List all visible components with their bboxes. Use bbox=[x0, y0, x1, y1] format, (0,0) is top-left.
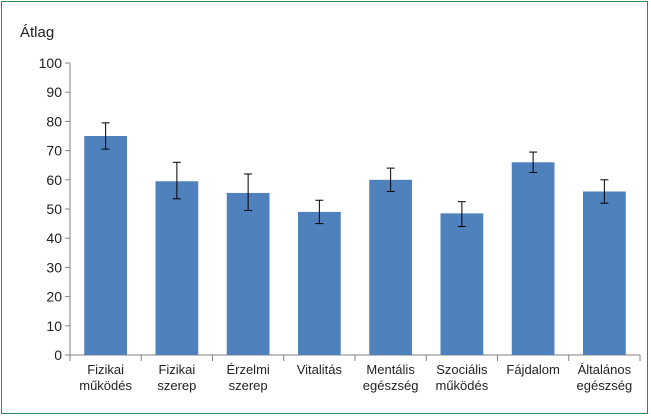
y-axis-label: Átlag bbox=[20, 24, 54, 41]
y-tick-label: 60 bbox=[46, 172, 62, 188]
y-tick-label: 40 bbox=[46, 230, 62, 246]
x-tick-label: Mentális egészség bbox=[363, 362, 419, 393]
y-tick-label: 90 bbox=[46, 84, 62, 100]
y-tick-label: 80 bbox=[46, 113, 62, 129]
x-tick-label: Fizikai szerep bbox=[157, 362, 196, 393]
bar bbox=[440, 213, 484, 355]
bar bbox=[369, 179, 412, 355]
bar bbox=[84, 136, 127, 355]
y-tick-label: 100 bbox=[39, 55, 63, 71]
y-tick-label: 30 bbox=[46, 259, 62, 275]
x-tick-label: Fájdalom bbox=[506, 362, 559, 377]
bar bbox=[511, 162, 555, 355]
x-tick-label: Fizikai működés bbox=[79, 362, 132, 393]
bar bbox=[226, 192, 270, 355]
x-tick-label: Általános egészség bbox=[577, 362, 633, 393]
x-tick-label: Érzelmi szerep bbox=[226, 362, 269, 393]
y-tick-label: 20 bbox=[46, 289, 62, 305]
bar bbox=[583, 191, 626, 355]
y-tick-label: 0 bbox=[54, 347, 62, 363]
bar bbox=[155, 181, 199, 355]
x-tick-label: Szociális működés bbox=[436, 362, 489, 393]
y-tick-label: 70 bbox=[46, 143, 62, 159]
y-tick-label: 10 bbox=[46, 318, 62, 334]
x-tick-label: Vitalitás bbox=[297, 362, 343, 377]
bar bbox=[298, 211, 341, 355]
y-tick-label: 50 bbox=[46, 201, 62, 217]
